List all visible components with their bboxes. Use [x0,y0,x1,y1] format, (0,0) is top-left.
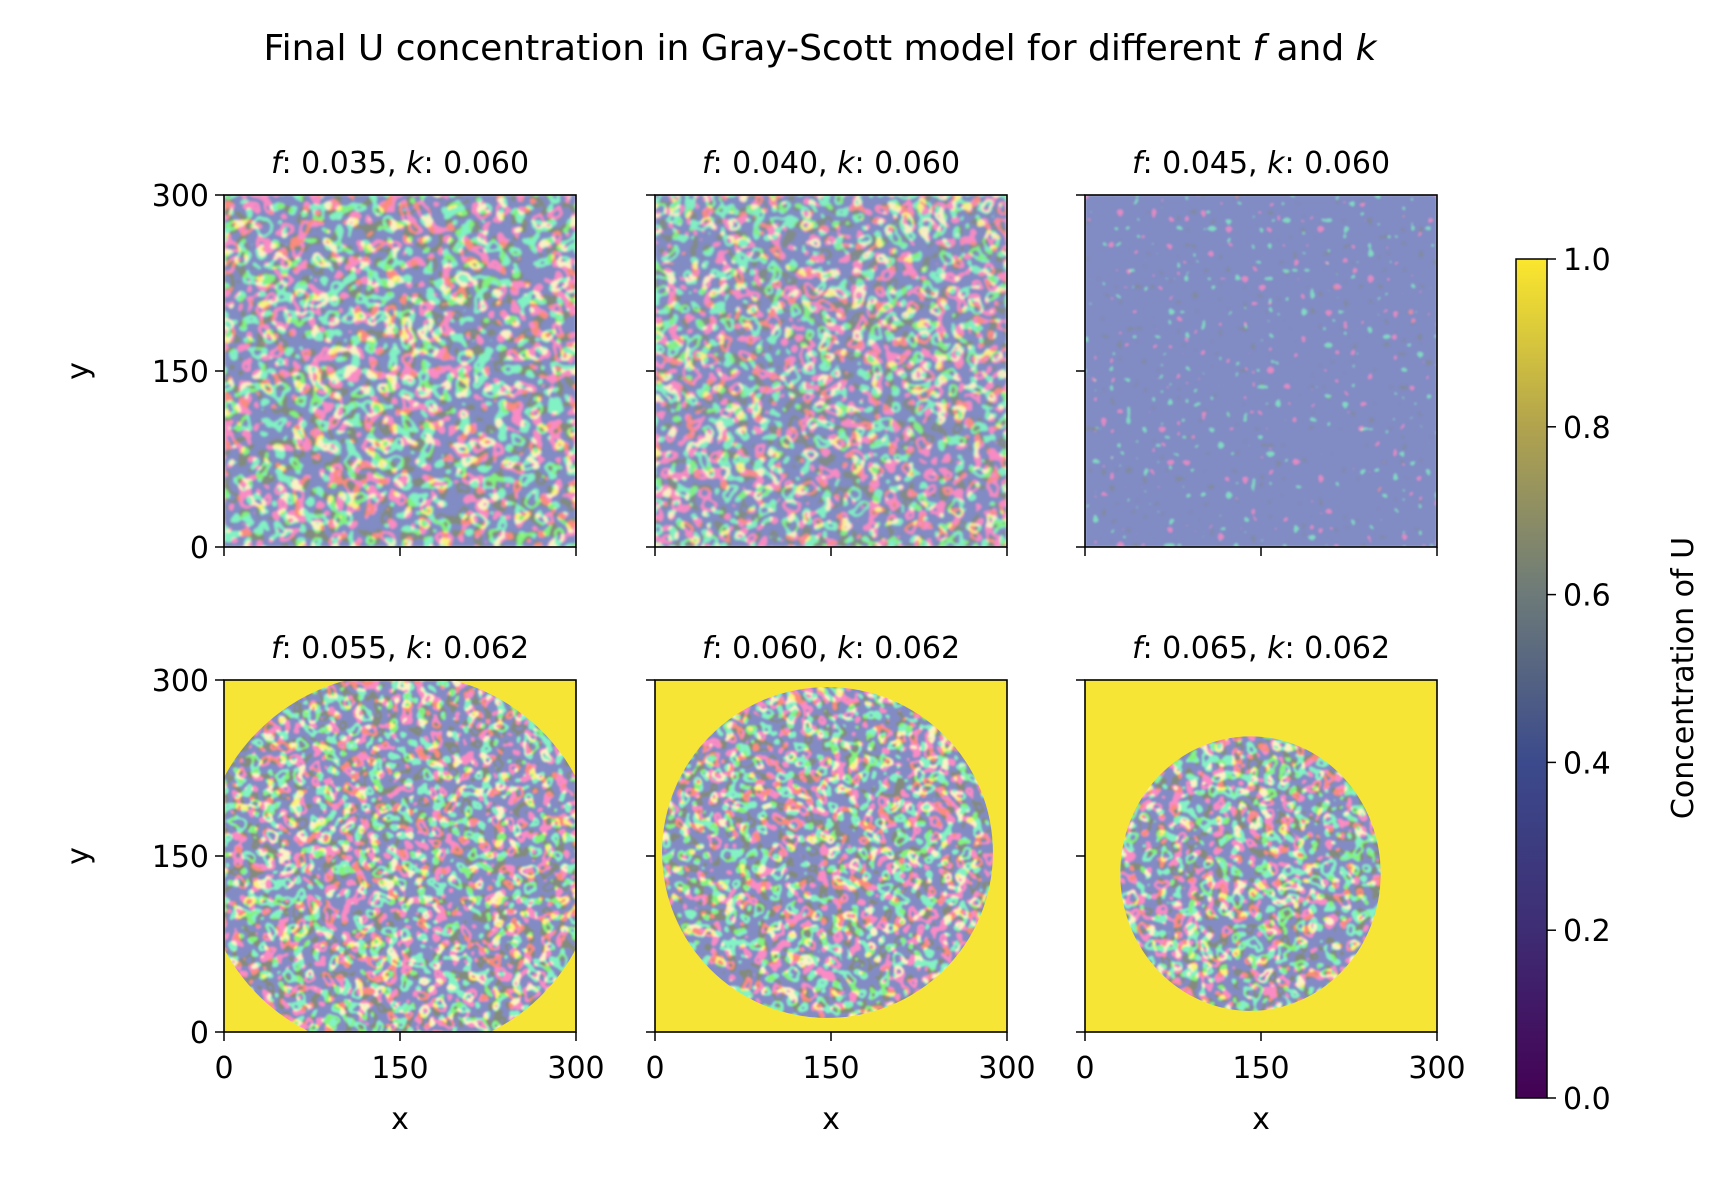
x-tick-label: 150 [371,1051,428,1086]
y-tick-label: 0 [190,531,209,566]
y-tick-label: 150 [152,355,209,390]
heatmap-image [655,195,1007,547]
y-tick-label: 300 [152,664,209,699]
panel-title: f: 0.065, k: 0.062 [1132,631,1390,666]
colorbar-label: Concentration of U [1666,537,1701,819]
x-tick-label: 300 [978,1051,1035,1086]
heatmap-panel: f: 0.060, k: 0.062 0 150 300 x [645,631,1035,1137]
heatmap-panel: f: 0.055, k: 0.062 0 150 300 0 150 300 x y [61,631,605,1137]
x-axis-label: x [1252,1102,1270,1137]
x-tick-label: 0 [645,1051,664,1086]
heatmap-panel: f: 0.040, k: 0.060 [646,146,1008,556]
heatmap-image [655,680,1007,1032]
heatmap-panel: f: 0.065, k: 0.062 0 150 300 x [1075,631,1465,1137]
heatmap-grid: f: 0.035, k: 0.060 0 150 300 y f: 0.040, k: 0… [61,146,1466,1137]
y-tick-label: 150 [152,840,209,875]
y-axis-label: y [61,847,96,865]
panel-title: f: 0.060, k: 0.062 [702,631,960,666]
x-tick-label: 150 [802,1051,859,1086]
colorbar-gradient [1515,258,1548,1099]
x-tick-label: 300 [1408,1051,1465,1086]
colorbar-tick-label: 1.0 [1563,243,1611,278]
panel-title: f: 0.045, k: 0.060 [1132,146,1390,181]
heatmap-image [224,195,576,547]
x-tick-label: 0 [1075,1051,1094,1086]
y-tick-label: 300 [152,179,209,214]
x-tick-label: 150 [1232,1051,1289,1086]
panel-title: f: 0.055, k: 0.062 [271,631,529,666]
colorbar-ticks: 0.0 0.2 0.4 0.6 0.8 1.0 [1547,243,1611,1117]
colorbar-tick-label: 0.6 [1563,579,1611,614]
heatmap-image [1085,195,1437,547]
heatmap-panel: f: 0.035, k: 0.060 0 150 300 y [61,146,577,566]
colorbar-tick-label: 0.4 [1563,746,1611,781]
x-axis-label: x [391,1102,409,1137]
figure-title: Final U concentration in Gray-Scott mode… [264,28,1379,69]
x-tick-label: 300 [547,1051,604,1086]
heatmap-image [1085,680,1437,1032]
colorbar: 0.0 0.2 0.4 0.6 0.8 1.0 Concentration of U [1515,243,1701,1117]
y-tick-label: 0 [190,1016,209,1051]
y-axis-label: y [61,362,96,380]
panel-title: f: 0.035, k: 0.060 [271,146,529,181]
x-tick-label: 0 [214,1051,233,1086]
panel-title: f: 0.040, k: 0.060 [702,146,960,181]
colorbar-tick-label: 0.0 [1563,1082,1611,1117]
x-axis-label: x [822,1102,840,1137]
heatmap-image [224,680,576,1032]
colorbar-tick-label: 0.8 [1563,411,1611,446]
colorbar-tick-label: 0.2 [1563,914,1611,949]
heatmap-panel: f: 0.045, k: 0.060 [1076,146,1438,556]
